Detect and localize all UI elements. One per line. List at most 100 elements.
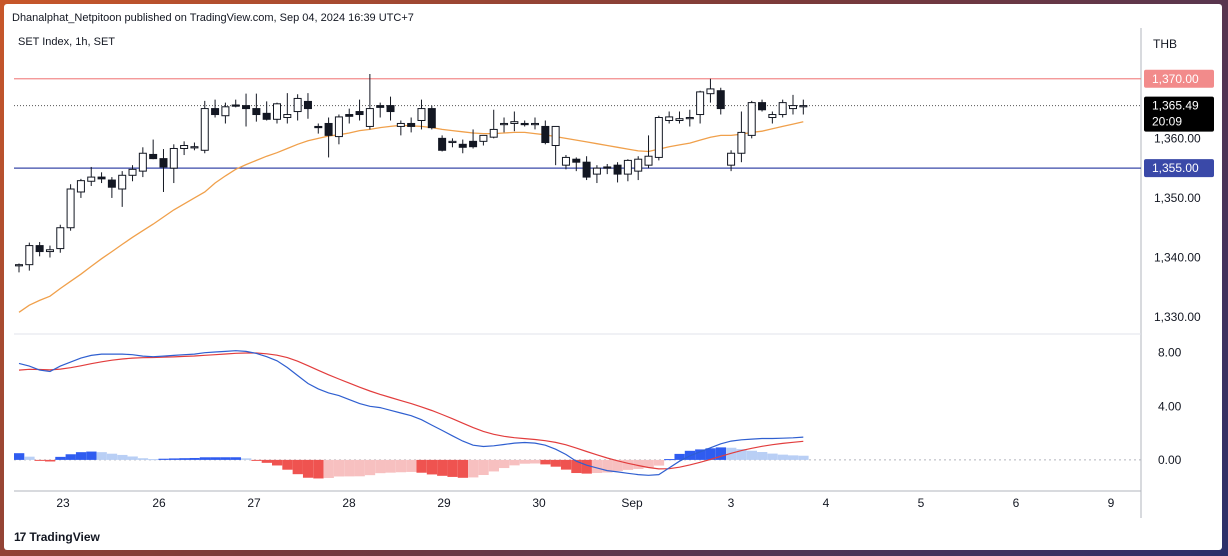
level-tag-label-1: 1,355.00 (1152, 161, 1199, 175)
candle-25 (273, 102, 281, 124)
candle-48 (510, 111, 519, 132)
candle-body-30 (324, 122, 333, 136)
candle-body-47 (500, 122, 509, 126)
candle-body-55 (582, 161, 591, 178)
candle-body-8 (97, 176, 106, 180)
candle-body-59 (623, 159, 632, 175)
candle-52 (551, 125, 560, 166)
candle-5 (66, 184, 75, 231)
hist-bar-3 (44, 459, 56, 462)
candle-17 (190, 142, 199, 151)
price-axis: 1,330.00 1,340.00 1,350.00 1,360.00 (1154, 131, 1201, 324)
hist-bar-54 (571, 459, 582, 474)
candle-10 (118, 171, 127, 207)
level-tag-0 (1144, 69, 1214, 88)
candle-1 (25, 242, 34, 271)
hist-bar-42 (447, 459, 458, 477)
time-tick-9: 5 (918, 496, 925, 510)
candle-58 (613, 162, 622, 183)
hist-bar-18 (199, 457, 211, 460)
candle-18 (200, 100, 209, 154)
hist-bar-34 (364, 459, 376, 476)
candle-body-38 (407, 122, 416, 127)
chart-frame: Dhanalphat_Netpitoon published on Tradin… (4, 4, 1222, 550)
candle-body-61 (644, 155, 653, 166)
candle-45 (479, 134, 488, 146)
candle-37 (396, 120, 405, 136)
candle-28 (303, 93, 312, 119)
candle-body-54 (572, 158, 581, 163)
candle-body-39 (417, 108, 426, 121)
candle-body-3 (45, 249, 54, 253)
candle-35 (376, 102, 385, 118)
hist-bar-28 (302, 459, 314, 478)
hist-bar-38 (406, 459, 417, 472)
chart-svg[interactable]: THB 1,330.00 1,340.00 1,350.00 1,360.00 8.0… (4, 4, 1222, 550)
currency-box[interactable] (1144, 32, 1214, 54)
candle-body-24 (262, 112, 271, 120)
candle-body-66 (696, 91, 705, 116)
candle-body-56 (592, 167, 601, 175)
candle-body-33 (355, 111, 364, 116)
candle-body-43 (458, 143, 467, 148)
candle-8 (97, 172, 106, 184)
signal-path (18, 352, 804, 470)
candle-38 (407, 117, 416, 133)
candle-body-13 (149, 153, 158, 160)
hist-bar-11 (127, 456, 138, 460)
macd-path (18, 350, 804, 476)
price-tags: 1,370.00 1,355.00 1,365.49 20:09 (1144, 69, 1214, 178)
candle-body-16 (180, 145, 189, 149)
candle-30 (324, 117, 333, 158)
candle-body-74 (778, 102, 787, 116)
time-tick-6: Sep (621, 496, 643, 510)
currency-label: THB (1153, 37, 1177, 51)
hist-bar-21 (230, 457, 242, 460)
level-tag-1 (1144, 159, 1214, 178)
candle-body-7 (87, 176, 96, 182)
candle-body-12 (138, 152, 147, 172)
time-tick-3: 28 (342, 496, 356, 510)
hist-bar-62 (653, 459, 665, 466)
candle-29 (314, 123, 323, 134)
ema-line (18, 121, 804, 313)
candle-39 (417, 99, 426, 130)
candle-body-23 (252, 108, 261, 116)
hist-bar-60 (633, 459, 644, 469)
candle-body-48 (510, 121, 519, 124)
candle-59 (623, 159, 632, 182)
macd-tick-0: 8.00 (1158, 346, 1182, 360)
candle-68 (716, 87, 725, 115)
hist-bar-53 (560, 459, 572, 470)
hist-bar-7 (86, 451, 97, 460)
hist-bar-2 (34, 459, 45, 461)
candle-body-17 (190, 146, 199, 149)
hist-bar-9 (106, 453, 118, 460)
candle-body-57 (603, 166, 612, 169)
hist-bar-0 (14, 453, 25, 460)
candle-body-21 (231, 104, 240, 107)
hist-bar-32 (344, 459, 355, 477)
candle-body-6 (76, 180, 85, 193)
last-price-tag (1144, 96, 1214, 132)
candle-64 (675, 111, 684, 124)
candle-body-15 (169, 147, 178, 169)
candle-47 (500, 117, 509, 133)
hist-bar-24 (261, 459, 272, 463)
last-price-label: 1,365.49 (1152, 99, 1199, 113)
candle-55 (582, 156, 591, 181)
hist-bar-48 (509, 459, 520, 466)
time-tick-1: 26 (152, 496, 166, 510)
candle-71 (747, 100, 756, 139)
tradingview-footer[interactable]: 17 TradingView (14, 530, 100, 544)
candle-26 (283, 93, 292, 124)
candles (15, 74, 808, 273)
candle-34 (365, 74, 374, 130)
time-tick-10: 6 (1013, 496, 1020, 510)
price-tick-2: 1,350.00 (1154, 191, 1201, 205)
candle-13 (149, 139, 158, 160)
candle-body-26 (283, 114, 292, 119)
candle-body-2 (35, 245, 44, 253)
candle-body-44 (469, 140, 478, 148)
candle-66 (696, 90, 705, 124)
